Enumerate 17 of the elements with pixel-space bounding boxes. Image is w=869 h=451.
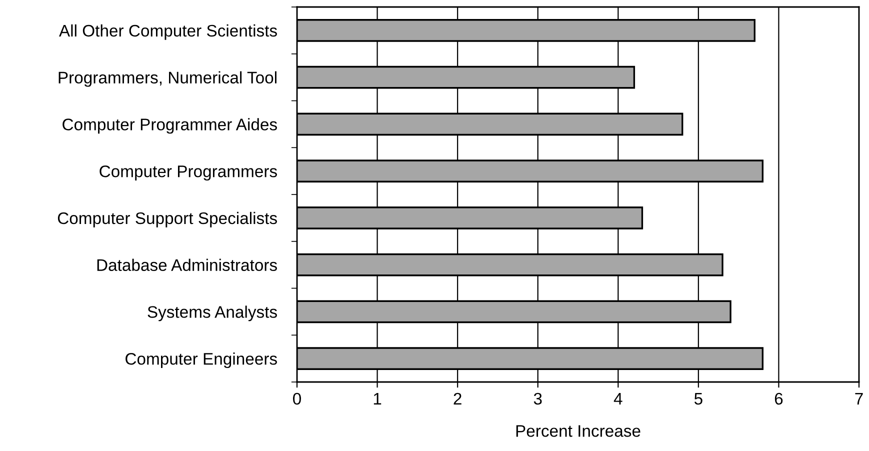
x-tick-label: 0 (293, 392, 301, 405)
x-tick-label: 2 (454, 392, 462, 404)
x-axis-title: Percent Increase (516, 425, 640, 437)
x-tick-label: 6 (774, 392, 783, 405)
x-tick-label: 1 (374, 393, 382, 404)
x-tick-label: 7 (855, 393, 863, 404)
x-tick-label: 3 (534, 392, 542, 405)
x-tick-label: 5 (694, 393, 702, 405)
y-tick-label: Computer Programmers (100, 165, 277, 181)
y-tick-label: Computer Support Specialists (58, 212, 277, 228)
y-tick-label: Programmers, Numerical Tool (58, 71, 276, 87)
y-tick-label: Systems Analysts (148, 306, 277, 322)
y-tick-label: Computer Programmer Aides (62, 118, 277, 134)
y-tick-label: Database Administrators (97, 258, 277, 272)
y-tick-label: All Other Computer Scientists (59, 24, 277, 40)
y-tick-label: Computer Engineers (126, 352, 277, 368)
x-tick-label: 4 (614, 393, 622, 404)
